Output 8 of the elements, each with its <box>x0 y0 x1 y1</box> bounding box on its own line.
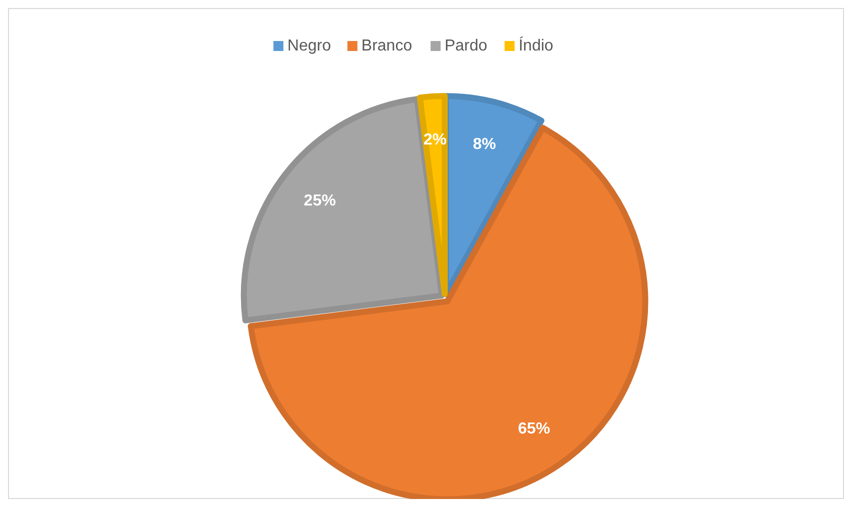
legend-label: Branco <box>361 38 412 54</box>
legend-label: Índio <box>518 36 554 54</box>
data-label: 25% <box>304 192 336 210</box>
legend-label: Negro <box>287 38 332 54</box>
data-label: 65% <box>518 420 550 438</box>
data-label: 8% <box>472 136 496 154</box>
data-label: 2% <box>423 131 447 148</box>
legend-label: Pardo <box>444 38 488 54</box>
